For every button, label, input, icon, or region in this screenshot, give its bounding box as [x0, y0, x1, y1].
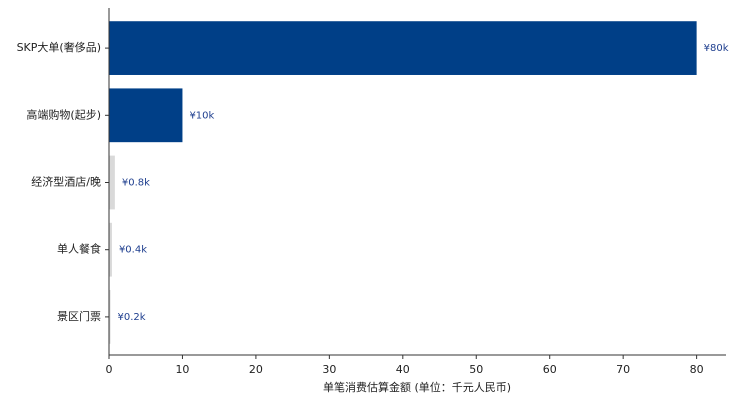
bar: [109, 222, 112, 277]
y-tick-label: 单人餐食: [57, 242, 101, 256]
x-tick-label: 40: [396, 363, 410, 376]
x-tick-label: 20: [249, 363, 263, 376]
y-tick-label: 经济型酒店/晚: [31, 175, 101, 189]
y-tick-label: 高端购物(起步): [26, 107, 101, 121]
value-label: ¥80k: [704, 43, 729, 54]
y-tick-label: SKP大单(奢侈品): [17, 40, 101, 54]
value-label: ¥0.2k: [117, 312, 145, 323]
x-tick-label: 0: [106, 363, 113, 376]
value-label: ¥10k: [189, 110, 214, 121]
bar: [109, 21, 697, 75]
x-tick-label: 60: [543, 363, 557, 376]
bar: [109, 155, 115, 210]
x-tick-label: 80: [690, 363, 704, 376]
x-axis-label: 单笔消费估算金额 (单位：千元人民币): [323, 380, 511, 394]
x-tick-label: 70: [616, 363, 630, 376]
x-tick-label: 10: [175, 363, 189, 376]
x-tick-label: 30: [322, 363, 336, 376]
bar: [109, 290, 111, 344]
bar: [109, 88, 183, 143]
value-label: ¥0.4k: [119, 245, 147, 256]
x-tick-label: 50: [469, 363, 483, 376]
y-tick-label: 景区门票: [57, 309, 101, 323]
value-label: ¥0.8k: [122, 178, 150, 189]
